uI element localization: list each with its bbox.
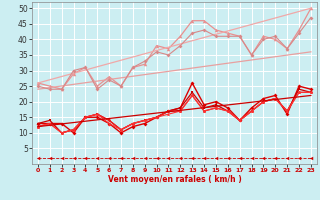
X-axis label: Vent moyen/en rafales ( km/h ): Vent moyen/en rafales ( km/h ) (108, 175, 241, 184)
